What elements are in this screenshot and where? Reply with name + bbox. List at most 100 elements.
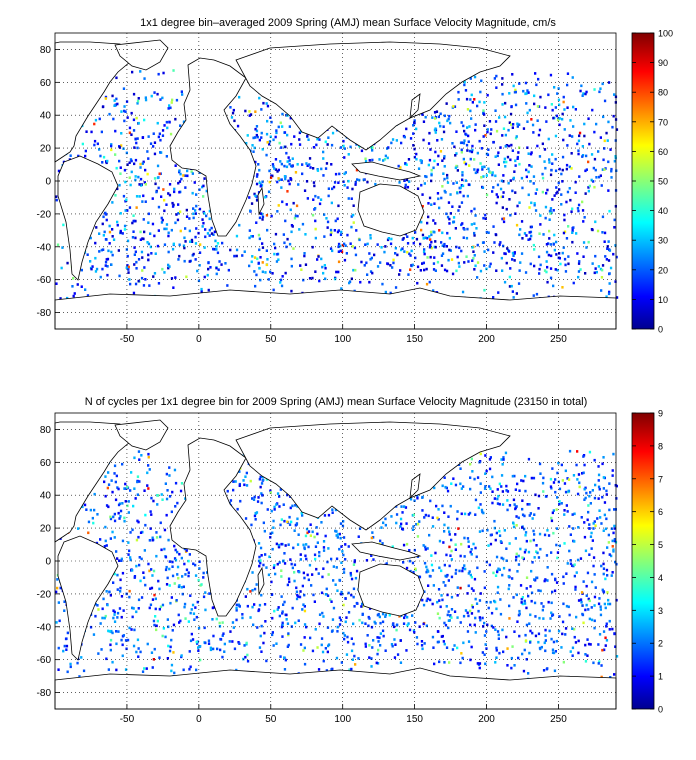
data-cell <box>498 482 501 486</box>
data-cell <box>484 643 487 646</box>
data-cell <box>454 572 457 575</box>
data-cell <box>296 517 299 521</box>
data-cell <box>235 603 238 607</box>
data-cell <box>281 125 284 128</box>
data-cell <box>128 206 132 209</box>
data-cell <box>581 145 584 148</box>
data-cell <box>505 207 508 211</box>
data-cell <box>55 195 58 198</box>
data-cell <box>306 531 309 535</box>
data-cell <box>330 201 333 205</box>
data-cell <box>154 252 157 255</box>
data-cell <box>233 119 236 123</box>
data-cell <box>495 656 498 659</box>
data-cell <box>497 151 500 154</box>
data-cell <box>325 162 329 165</box>
data-cell <box>330 143 334 147</box>
data-cell <box>196 600 199 604</box>
data-cell <box>577 639 580 643</box>
data-cell <box>141 136 144 139</box>
data-cell <box>451 272 455 276</box>
data-cell <box>96 513 99 516</box>
data-cell <box>399 269 402 272</box>
data-cell <box>615 255 618 259</box>
data-cell <box>412 132 415 135</box>
data-cell <box>595 122 598 126</box>
data-cell <box>523 602 527 605</box>
data-cell <box>160 195 163 198</box>
data-cell <box>502 458 505 461</box>
data-cell <box>322 615 325 618</box>
data-cell <box>573 540 576 543</box>
data-cell <box>566 510 569 513</box>
data-cell <box>280 284 284 288</box>
data-cell <box>382 521 385 525</box>
data-cell <box>151 222 155 226</box>
data-cell <box>547 137 550 141</box>
data-cell <box>280 178 283 181</box>
data-cell <box>174 505 177 508</box>
data-cell <box>168 649 172 653</box>
data-cell <box>553 233 556 237</box>
data-cell <box>446 215 450 219</box>
data-cell <box>585 168 588 171</box>
data-cell <box>614 280 617 283</box>
data-cell <box>516 204 519 208</box>
data-cell <box>613 524 616 528</box>
data-cell <box>329 228 333 232</box>
data-cell <box>486 528 489 532</box>
data-cell <box>320 643 323 647</box>
data-cell <box>133 487 136 490</box>
data-cell <box>496 591 499 594</box>
data-cell <box>509 158 512 162</box>
data-cell <box>358 178 361 182</box>
data-cell <box>257 233 261 237</box>
data-cell <box>248 196 251 199</box>
data-cell <box>436 600 439 604</box>
data-cell <box>530 151 533 154</box>
data-cell <box>513 630 516 633</box>
data-cell <box>526 503 529 506</box>
data-cell <box>228 640 231 643</box>
data-cell <box>416 522 420 526</box>
data-cell <box>93 508 96 512</box>
data-cell <box>473 268 476 271</box>
data-cell <box>495 555 499 559</box>
data-cell <box>132 129 136 132</box>
data-cell <box>533 248 536 251</box>
data-cell <box>286 133 289 137</box>
data-cell <box>577 139 581 143</box>
data-cell <box>232 480 235 483</box>
data-cell <box>142 160 145 164</box>
data-cell <box>173 557 177 560</box>
data-cell <box>147 135 150 138</box>
data-cell <box>177 613 180 617</box>
data-cell <box>123 224 127 228</box>
data-cell <box>501 206 504 209</box>
south-america <box>57 155 119 281</box>
data-cell <box>104 238 108 241</box>
data-cell <box>429 255 432 259</box>
data-cell <box>194 242 198 245</box>
data-cell <box>106 486 109 490</box>
data-cell <box>289 208 292 212</box>
data-cell <box>85 130 88 133</box>
data-cell <box>256 257 259 261</box>
data-cell <box>567 225 570 228</box>
data-cell <box>484 662 487 666</box>
data-cell <box>411 236 414 240</box>
data-cell <box>116 220 119 224</box>
data-cell <box>134 178 137 182</box>
data-cell <box>327 187 330 190</box>
data-cell <box>414 231 417 234</box>
data-cell <box>123 105 126 108</box>
data-cell <box>114 153 117 156</box>
data-cell <box>572 527 575 530</box>
data-cell <box>562 231 566 235</box>
data-cell <box>366 242 369 246</box>
data-cell <box>102 234 105 237</box>
data-cell <box>287 633 290 637</box>
data-cell <box>81 142 84 146</box>
data-cell <box>443 165 446 168</box>
data-cell <box>167 231 170 235</box>
